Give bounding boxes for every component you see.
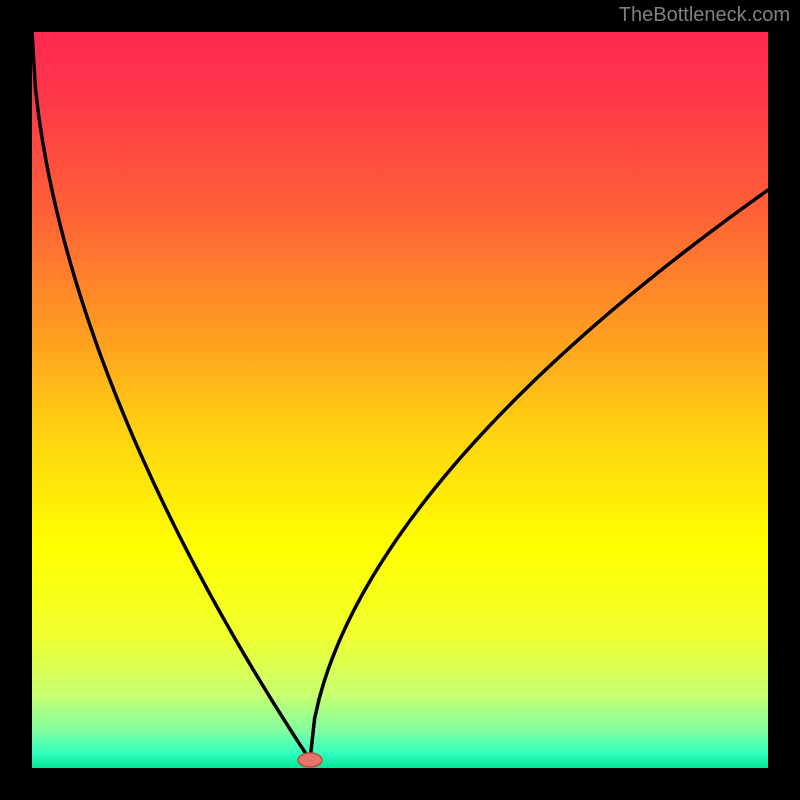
watermark-text: TheBottleneck.com [619, 4, 790, 27]
optimal-point-marker [298, 753, 322, 767]
plot-area [32, 32, 768, 768]
bottleneck-chart [0, 0, 800, 800]
chart-svg [0, 0, 800, 800]
